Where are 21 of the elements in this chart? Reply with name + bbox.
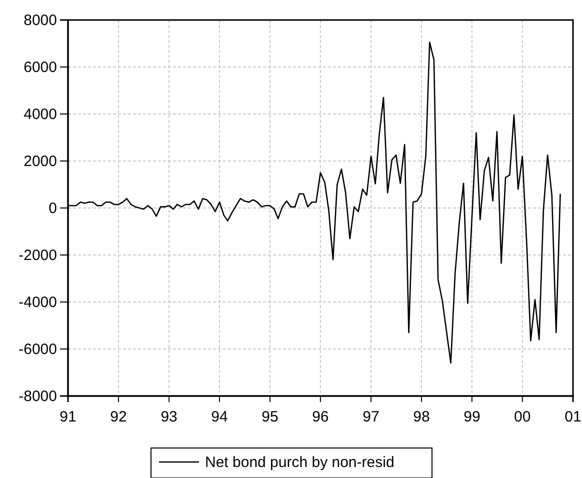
y-tick-label: 8000 — [24, 12, 57, 29]
x-tick-label: 98 — [413, 408, 430, 426]
y-tick-label: -8000 — [18, 388, 57, 405]
y-tick-label: 6000 — [24, 58, 57, 76]
y-tick-label: -2000 — [18, 246, 57, 264]
x-tick-label: 97 — [362, 408, 380, 426]
x-tick-label: 94 — [211, 408, 228, 426]
x-tick-label: 92 — [110, 408, 127, 426]
y-tick-label: -4000 — [18, 294, 57, 311]
y-tick-label: 2000 — [24, 152, 57, 170]
x-tick-label: 93 — [160, 408, 178, 426]
y-tick-label: -6000 — [18, 340, 57, 358]
x-tick-label: 99 — [464, 408, 480, 426]
x-tick-label: 01 — [564, 408, 582, 426]
y-tick-label: 4000 — [24, 106, 57, 123]
x-tick-label: 00 — [514, 408, 531, 426]
legend-label: Net bond purch by non-resid — [205, 454, 394, 471]
x-tick-label: 95 — [262, 408, 278, 426]
y-tick-label: 0 — [48, 200, 57, 217]
x-tick-label: 96 — [312, 408, 329, 426]
x-tick-label: 91 — [60, 408, 76, 426]
